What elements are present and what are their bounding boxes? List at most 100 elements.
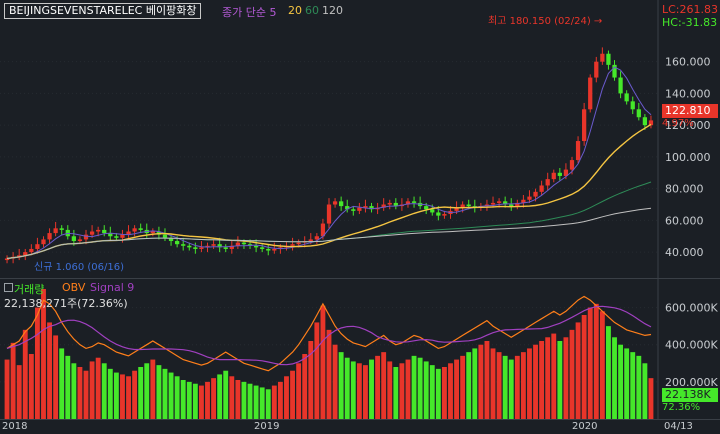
signal-label[interactable]: Signal 9	[90, 281, 135, 294]
candle-body	[648, 120, 654, 126]
candle-body	[314, 236, 319, 240]
candle-body	[326, 204, 332, 224]
volume-bar	[387, 361, 393, 419]
volume-tick-label: 600.000K	[665, 302, 718, 315]
volume-bar	[599, 311, 605, 419]
time-label-end: 04/13	[664, 421, 693, 432]
volume-bar	[77, 367, 83, 419]
volume-bar	[527, 348, 532, 419]
volume-bar	[472, 348, 478, 419]
volume-bar	[34, 307, 40, 419]
candle-body	[187, 245, 192, 248]
candle-body	[551, 172, 556, 180]
volume-bar	[113, 372, 119, 419]
volume-bar	[144, 363, 150, 419]
candle-body	[624, 93, 629, 102]
candle-body	[41, 239, 46, 245]
volume-label[interactable]: 거래량	[14, 283, 45, 296]
candle-body	[35, 244, 40, 249]
high-annotation: 최고 180.150 (02/24) →	[488, 16, 603, 27]
ma-120-label[interactable]: 120	[322, 4, 343, 17]
volume-bar	[107, 368, 113, 419]
candle-body	[563, 169, 569, 176]
candle-body	[120, 234, 125, 238]
change-pct: 4.97%	[662, 118, 694, 129]
volume-bar	[271, 385, 277, 419]
volume-bar	[320, 305, 326, 419]
volume-tick-label: 200.000K	[665, 376, 718, 389]
signal-line	[6, 305, 652, 366]
candle-body	[17, 255, 22, 257]
candle-body	[612, 64, 617, 78]
price-chart-pane[interactable]: 160.000 140.000 120.000 100.000 80.000 60.000…	[0, 0, 720, 278]
volume-bar	[490, 348, 496, 419]
volume-bar	[223, 370, 229, 419]
volume-bar	[192, 383, 198, 419]
volume-bar	[168, 372, 174, 419]
volume-bar	[290, 370, 295, 419]
volume-bar	[581, 315, 587, 419]
candle-body	[211, 244, 216, 246]
candle-body	[569, 160, 575, 170]
ma-label[interactable]: 종가 단순 5	[222, 6, 277, 19]
price-tick-label: 60.000	[665, 214, 704, 227]
volume-bar	[545, 337, 551, 419]
candle-body	[59, 228, 64, 230]
candle-body	[83, 234, 89, 240]
volume-bar	[514, 355, 520, 419]
ma20-line	[6, 123, 652, 260]
volume-bar	[199, 385, 204, 419]
volume-bar	[630, 352, 636, 419]
symbol-selector[interactable]: BEIJINGSEVENSTARELEC 베이팡화창	[4, 3, 202, 19]
volume-bar	[642, 363, 648, 419]
volume-pct: 72.36%	[662, 402, 701, 413]
candle-body	[436, 212, 441, 216]
pane-divider[interactable]	[0, 278, 720, 279]
volume-badge: 22.138K	[662, 388, 718, 402]
candle-body	[509, 204, 514, 207]
ma-60-label[interactable]: 60	[305, 4, 319, 17]
ma-20-label[interactable]: 20	[288, 4, 302, 17]
volume-bar	[156, 365, 162, 419]
candle-body	[351, 209, 356, 211]
collapse-pane-icon[interactable]	[4, 283, 13, 292]
volume-value: 22,138,271주(72.36%)	[4, 297, 128, 310]
volume-bar	[47, 322, 52, 419]
candle-body	[381, 204, 386, 208]
volume-bar	[587, 307, 593, 419]
ma5-line	[6, 66, 652, 259]
volume-chart-pane[interactable]: 600.000K 400.000K 200.000K 거래량 OBV Signal …	[0, 279, 720, 419]
candle-body	[357, 207, 362, 211]
candle-body	[496, 201, 502, 203]
volume-bar	[423, 361, 429, 419]
volume-bar	[235, 380, 241, 419]
obv-label[interactable]: OBV	[62, 281, 86, 294]
candle-body	[320, 223, 326, 237]
volume-bar	[441, 367, 447, 419]
candle-body	[545, 179, 550, 186]
price-tick-label: 100.000	[665, 151, 711, 164]
candle-body	[290, 244, 295, 246]
candle-body	[71, 236, 76, 242]
candle-body	[114, 236, 119, 238]
volume-bar	[308, 341, 314, 419]
candle-body	[521, 199, 526, 203]
volume-chart[interactable]: 600.000K 400.000K 200.000K	[0, 279, 720, 419]
candle-body	[466, 204, 471, 207]
volume-bar	[186, 381, 192, 419]
volume-bar	[126, 376, 131, 419]
volume-bar	[356, 363, 362, 419]
volume-bar	[277, 381, 283, 419]
candle-body	[47, 233, 52, 240]
candle-body	[29, 248, 34, 253]
time-axis[interactable]: 2018 2019 2020 04/13	[0, 419, 720, 434]
candle-body	[424, 206, 429, 210]
volume-bar	[59, 348, 65, 419]
volume-bar	[338, 352, 344, 419]
volume-bar	[296, 363, 302, 419]
volume-bar	[575, 322, 581, 419]
price-chart[interactable]: 160.000 140.000 120.000 100.000 80.000 60.000…	[0, 0, 720, 278]
candle-body	[515, 202, 520, 207]
current-price-badge: 122.810	[662, 104, 718, 118]
volume-bar	[28, 354, 34, 419]
